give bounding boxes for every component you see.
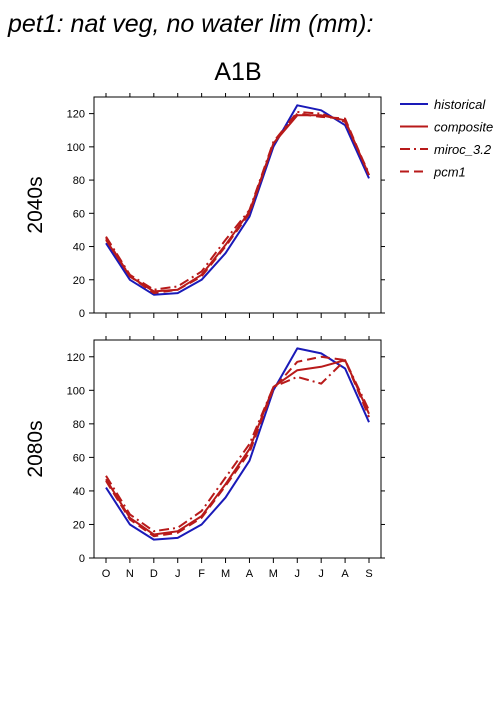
scenario-title: A1B: [214, 58, 261, 86]
y-tick-label: 0: [79, 308, 85, 320]
x-tick-label: M: [221, 568, 230, 580]
y-tick-label: 100: [67, 142, 85, 154]
x-tick-label: N: [126, 568, 134, 580]
x-tick-label: M: [269, 568, 278, 580]
series-line-pcm1: [105, 355, 370, 538]
series-line-historical: [105, 104, 370, 296]
row-label: 2040s: [24, 176, 47, 233]
series-line-composite: [105, 359, 370, 536]
series-line-miroc-3-2: [105, 111, 370, 291]
legend-label: composite: [434, 120, 493, 135]
series-line-historical: [105, 347, 370, 541]
legend: historical composite miroc_3.2 pcm1: [400, 97, 493, 180]
x-tick-label: A: [246, 568, 254, 580]
y-tick-label: 60: [73, 208, 85, 220]
y-tick-label: 60: [73, 452, 85, 464]
panel-2080s: 0 20 40 60 80 100 120 O N D J F M A M J J A S 2080s: [24, 336, 385, 580]
y-tick-label: 120: [67, 352, 85, 364]
x-tick-label: D: [150, 568, 158, 580]
y-tick-label: 40: [73, 242, 85, 254]
x-tick-label: J: [175, 568, 181, 580]
y-tick-label: 20: [73, 275, 85, 287]
y-tick-label: 100: [67, 385, 85, 397]
x-tick-label: J: [295, 568, 301, 580]
legend-label: miroc_3.2: [434, 142, 492, 157]
legend-label: historical: [434, 97, 486, 112]
series-line-composite: [105, 114, 370, 293]
y-tick-label: 80: [73, 419, 85, 431]
series-line-pcm1: [105, 112, 370, 295]
series-line-miroc-3-2: [105, 359, 370, 533]
x-tick-label: F: [198, 568, 205, 580]
y-tick-label: 0: [79, 553, 85, 565]
x-tick-label: S: [365, 568, 372, 580]
x-tick-label: O: [102, 568, 111, 580]
y-tick-label: 120: [67, 109, 85, 121]
figure-title: pet1: nat veg, no water lim (mm):: [7, 10, 373, 38]
y-tick-label: 80: [73, 175, 85, 187]
panel-2040s: 0 20 40 60 80 100 120 2040s: [24, 93, 385, 320]
row-label: 2080s: [24, 420, 47, 477]
plot-frame: [93, 96, 382, 314]
plot-frame: [93, 339, 382, 559]
x-tick-label: A: [341, 568, 349, 580]
x-tick-label: J: [318, 568, 324, 580]
legend-label: pcm1: [433, 165, 466, 180]
y-tick-label: 20: [73, 519, 85, 531]
y-tick-label: 40: [73, 486, 85, 498]
